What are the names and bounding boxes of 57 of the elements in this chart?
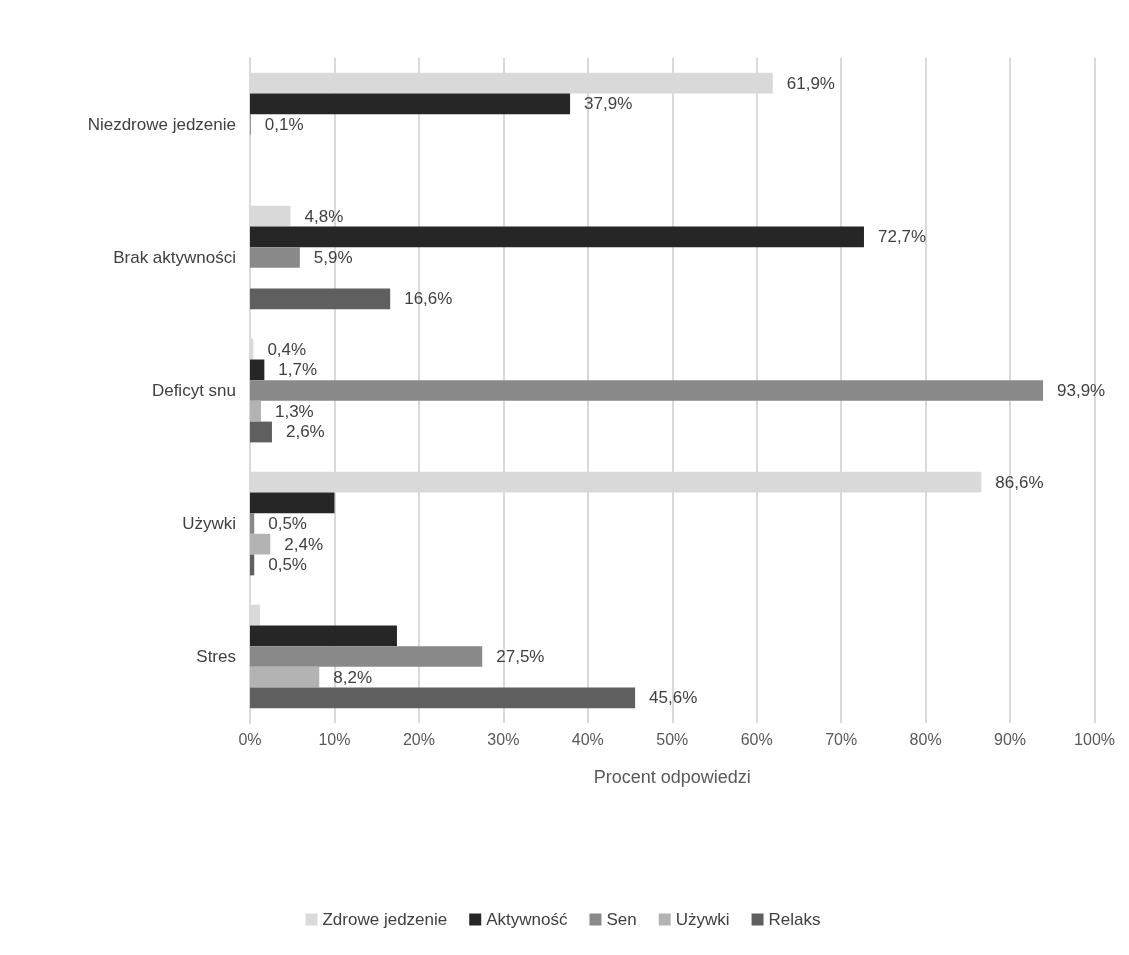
bar bbox=[250, 625, 397, 647]
y-tick-label: Niezdrowe jedzenie bbox=[87, 115, 236, 134]
data-label: 8,2% bbox=[333, 667, 372, 687]
bar bbox=[250, 226, 864, 248]
x-tick-label: 60% bbox=[740, 730, 773, 748]
x-tick-label: 0% bbox=[238, 730, 262, 748]
data-label: 2,4% bbox=[284, 534, 324, 554]
x-tick-label: 50% bbox=[656, 730, 689, 748]
y-tick-label: Brak aktywności bbox=[113, 248, 236, 267]
x-tick-label: 80% bbox=[909, 730, 942, 748]
bar bbox=[250, 666, 320, 688]
bar bbox=[250, 400, 261, 422]
data-label: 0,5% bbox=[268, 555, 307, 575]
data-label: 72,7% bbox=[877, 227, 927, 247]
legend-label: Relaks bbox=[768, 910, 821, 929]
y-tick-label: Stres bbox=[196, 647, 236, 666]
x-tick-label: 90% bbox=[994, 730, 1027, 748]
x-tick-label: 70% bbox=[825, 730, 858, 748]
data-label: 93,9% bbox=[1057, 381, 1106, 400]
bar bbox=[250, 421, 272, 443]
data-label: 1,7% bbox=[278, 360, 318, 380]
data-label: 5,9% bbox=[313, 248, 353, 267]
legend-label: Używki bbox=[675, 910, 730, 929]
data-label: 16,6% bbox=[404, 289, 453, 309]
data-label: 2,6% bbox=[285, 422, 325, 442]
y-tick-label: Używki bbox=[182, 514, 236, 533]
data-label: 37,9% bbox=[584, 94, 633, 114]
data-label: 86,6% bbox=[995, 472, 1044, 492]
x-tick-label: 100% bbox=[1074, 730, 1115, 748]
x-axis-title: Procent odpowiedzi bbox=[593, 767, 751, 787]
bar bbox=[250, 380, 1044, 401]
data-label: 27,5% bbox=[496, 647, 545, 666]
bar bbox=[250, 247, 300, 268]
data-label: 0,1% bbox=[264, 115, 304, 134]
x-tick-label: 10% bbox=[318, 730, 351, 748]
data-label: 4,8% bbox=[304, 206, 344, 226]
bar bbox=[250, 93, 571, 115]
bar bbox=[250, 492, 335, 514]
bar bbox=[250, 359, 265, 381]
bar bbox=[250, 687, 636, 709]
legend-label: Zdrowe jedzenie bbox=[322, 910, 448, 929]
bar bbox=[250, 554, 255, 576]
x-tick-label: 20% bbox=[402, 730, 435, 748]
data-label: 45,6% bbox=[649, 688, 698, 708]
bar bbox=[250, 513, 255, 534]
data-label: 61,9% bbox=[786, 73, 835, 93]
legend-label: Aktywność bbox=[486, 910, 568, 929]
legend-label: Sen bbox=[606, 910, 637, 929]
data-label: 1,3% bbox=[274, 401, 314, 421]
bar bbox=[250, 646, 483, 667]
data-label: 0,5% bbox=[268, 514, 307, 533]
bar bbox=[250, 288, 391, 310]
x-tick-label: 30% bbox=[487, 730, 520, 748]
x-tick-label: 40% bbox=[571, 730, 604, 748]
y-tick-label: Deficyt snu bbox=[151, 381, 236, 400]
bar bbox=[250, 533, 271, 555]
data-label: 0,4% bbox=[267, 339, 307, 359]
